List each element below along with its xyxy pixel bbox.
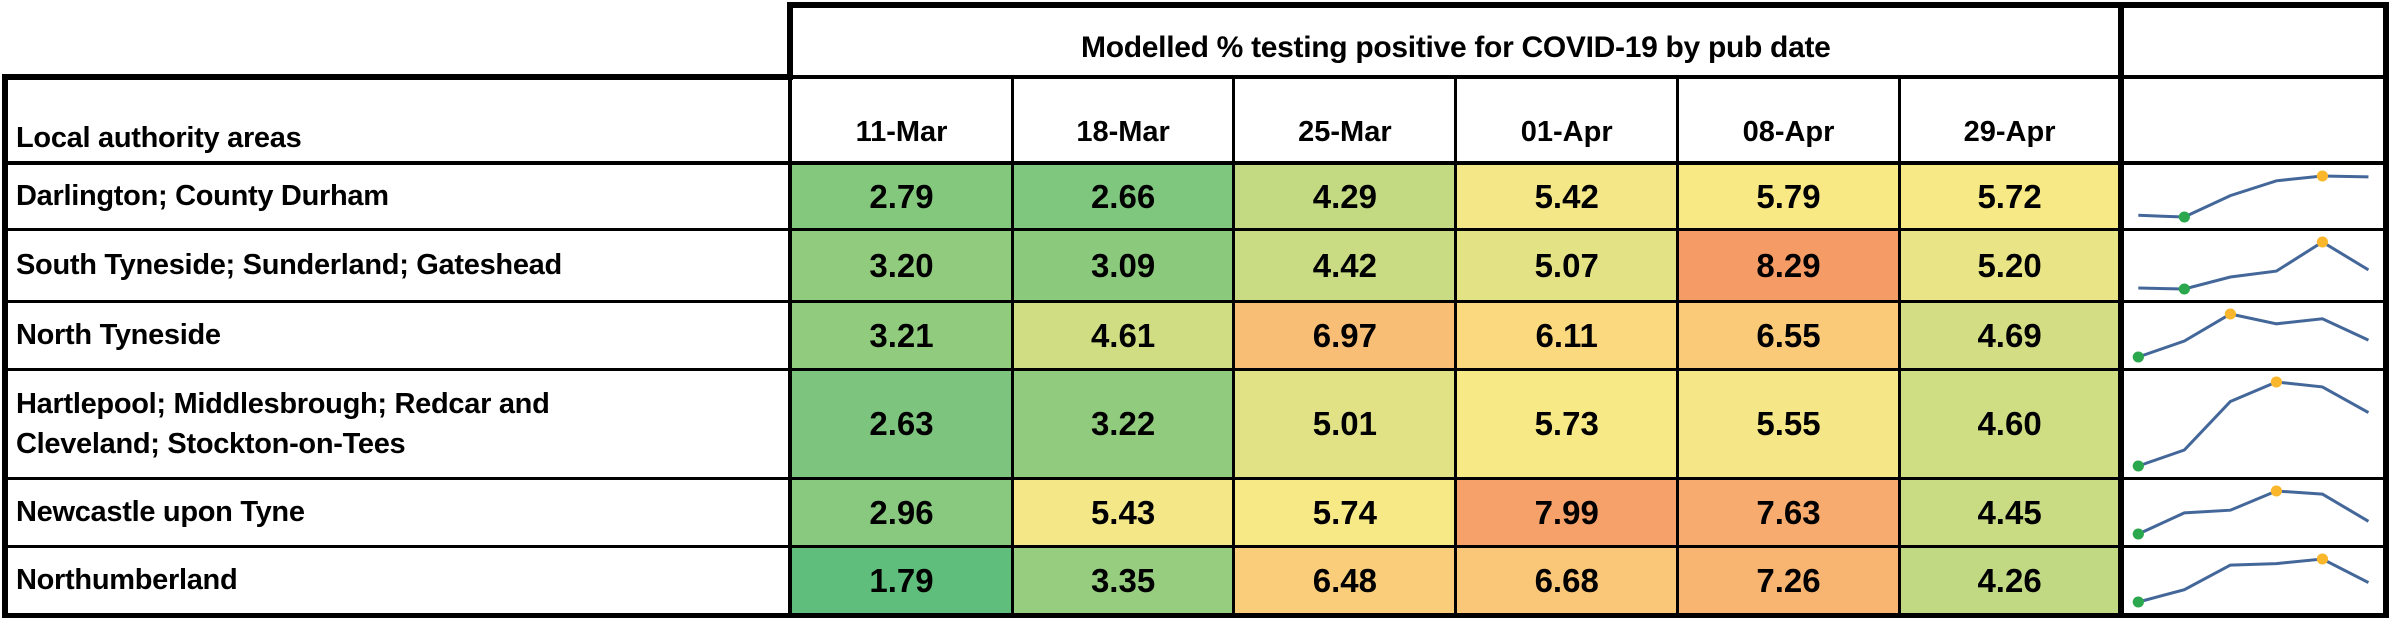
value-cell: 4.60 (1897, 368, 2123, 480)
value-cell: 6.97 (1232, 300, 1458, 371)
value-cell: 3.35 (1010, 545, 1236, 618)
sparkline (2132, 553, 2370, 608)
area-name-cell: Newcastle upon Tyne (1, 477, 793, 548)
sparkline (2138, 170, 2369, 223)
value-cell: 5.72 (1897, 161, 2123, 231)
area-name-cell: Northumberland (1, 545, 793, 618)
value-cell: 4.29 (1232, 161, 1458, 231)
value-cell: 3.21 (788, 300, 1014, 371)
title-row: Modelled % testing positive for COVID-19… (5, 2, 2389, 79)
sparkline-line (2138, 174, 2369, 219)
value-cell: 7.26 (1676, 545, 1901, 618)
area-name-cell: South Tyneside; Sunderland; Gateshead (1, 228, 793, 303)
sparkline-low-marker (2132, 528, 2145, 540)
sparkline-low-marker (2132, 460, 2145, 472)
date-column-header: 01-Apr (1454, 75, 1680, 165)
value-cell: 5.73 (1454, 368, 1680, 480)
header-row: Local authority areas 11-Mar 18-Mar 25-Mar… (1, 74, 2389, 165)
sparkline-cell (2118, 300, 2389, 371)
sparkline-high-marker (2271, 485, 2283, 497)
sparkline-line (2138, 380, 2370, 468)
table-row: Northumberland 1.79 3.35 6.48 6.68 7.26 4.26 (1, 545, 2389, 618)
area-name-cell: North Tyneside (1, 300, 793, 371)
sparkline-line (2138, 240, 2370, 291)
value-cell: 4.26 (1897, 545, 2123, 618)
value-cell: 6.68 (1454, 545, 1680, 618)
value-cell: 2.79 (788, 161, 1014, 231)
value-cell: 8.29 (1676, 228, 1901, 303)
date-column-header: 25-Mar (1232, 75, 1458, 165)
sparkline-line (2137, 489, 2370, 536)
value-cell: 5.79 (1676, 161, 1901, 231)
value-cell: 5.55 (1676, 368, 1901, 480)
table-row: Hartlepool; Middlesbrough; Redcar and Cl… (1, 368, 2389, 480)
value-cell: 5.42 (1454, 161, 1680, 231)
sparkline (2132, 376, 2370, 472)
sparkline-cell (2118, 368, 2389, 480)
value-cell: 5.01 (1232, 368, 1458, 480)
sparkline-high-marker (2317, 553, 2329, 565)
value-cell: 2.66 (1010, 161, 1236, 231)
sparkline-line (2138, 312, 2370, 359)
date-column-header: 29-Apr (1897, 75, 2123, 165)
value-cell: 7.99 (1454, 477, 1680, 548)
sparkline-line (2138, 557, 2370, 604)
table-row: North Tyneside 3.21 4.61 6.97 6.11 6.55 4.69 (1, 300, 2389, 371)
sparkline-low-marker (2132, 351, 2145, 363)
sparkline (2132, 308, 2370, 363)
area-name-cell: Darlington; County Durham (1, 161, 793, 231)
value-cell: 4.42 (1232, 228, 1458, 303)
table-row: Newcastle upon Tyne 2.96 5.43 5.74 7.99 7.63 4… (1, 477, 2389, 548)
date-column-header: 11-Mar (788, 75, 1014, 165)
value-cell: 7.63 (1676, 477, 1901, 548)
value-cell: 4.69 (1897, 300, 2123, 371)
value-cell: 3.09 (1010, 228, 1236, 303)
sparkline-header-cell (2118, 2, 2389, 79)
value-cell: 1.79 (788, 545, 1014, 618)
value-cell: 4.45 (1897, 477, 2123, 548)
sparkline-low-marker (2132, 596, 2145, 608)
sparkline (2132, 485, 2370, 540)
value-cell: 5.74 (1232, 477, 1458, 548)
value-cell: 5.43 (1010, 477, 1236, 548)
empty-corner (5, 5, 791, 77)
sparkline (2138, 236, 2370, 295)
sparkline-high-marker (2224, 308, 2237, 320)
value-cell: 6.55 (1676, 300, 1901, 371)
table-row: South Tyneside; Sunderland; Gateshead 3.2… (1, 228, 2389, 303)
sparkline-high-marker (2271, 376, 2283, 388)
sparkline-low-marker (2178, 283, 2191, 295)
sparkline-cell (2118, 545, 2389, 618)
area-name-cell: Hartlepool; Middlesbrough; Redcar and Cl… (1, 368, 793, 480)
value-cell: 5.07 (1454, 228, 1680, 303)
table-title: Modelled % testing positive for COVID-19… (787, 2, 2125, 79)
value-cell: 6.48 (1232, 545, 1458, 618)
table-row: Darlington; County Durham 2.79 2.66 4.29 5.4… (1, 161, 2389, 231)
value-cell: 4.61 (1010, 300, 1236, 371)
sparkline-low-marker (2178, 211, 2191, 223)
sparkline-cell (2118, 228, 2389, 303)
value-cell: 2.63 (788, 368, 1014, 480)
sparkline-cell (2118, 161, 2389, 231)
value-cell: 2.96 (788, 477, 1014, 548)
sparkline-cell (2118, 477, 2389, 548)
sparkline-high-marker (2317, 170, 2329, 182)
value-cell: 5.20 (1897, 228, 2123, 303)
date-column-header: 08-Apr (1676, 75, 1901, 165)
sparkline-high-marker (2317, 236, 2329, 248)
value-cell: 6.11 (1454, 300, 1680, 371)
sparkline-subheader-cell (2118, 75, 2389, 165)
row-header-label: Local authority areas (1, 74, 793, 165)
value-cell: 3.20 (788, 228, 1014, 303)
value-cell: 3.22 (1010, 368, 1236, 480)
date-column-header: 18-Mar (1010, 75, 1236, 165)
